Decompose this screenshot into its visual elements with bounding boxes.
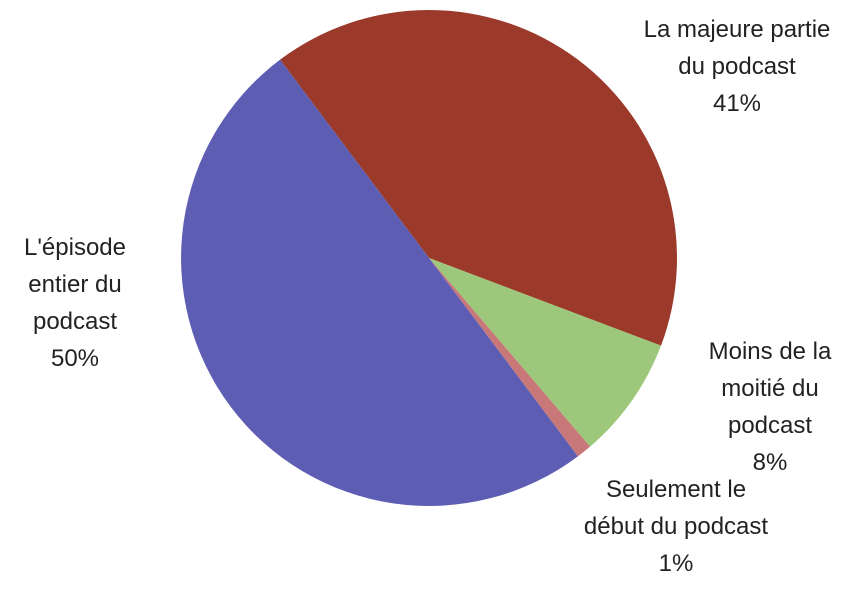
category-label: L'épisode entier du podcast <box>24 234 126 335</box>
value-label: 8% <box>752 449 788 476</box>
pie-slice <box>429 258 661 447</box>
value-label: 41% <box>712 90 762 117</box>
pie-slice <box>181 59 578 506</box>
category-label: La majeure partie du podcast <box>643 16 831 80</box>
value-label: 1% <box>658 550 694 577</box>
slice-label: L'épisode entier du podcast 50% <box>0 229 150 377</box>
slice-label: La majeure partie du podcast 41% <box>642 11 832 122</box>
value-label: 50% <box>50 345 100 372</box>
category-label: Seulement le début du podcast <box>583 476 769 540</box>
slice-label: Moins de la moitié du podcast 8% <box>683 333 857 481</box>
category-label: Moins de la moitié du podcast <box>708 338 832 439</box>
pie-slice <box>429 258 591 457</box>
pie-slice <box>280 10 677 346</box>
slice-label: Seulement le début du podcast 1% <box>579 471 774 582</box>
